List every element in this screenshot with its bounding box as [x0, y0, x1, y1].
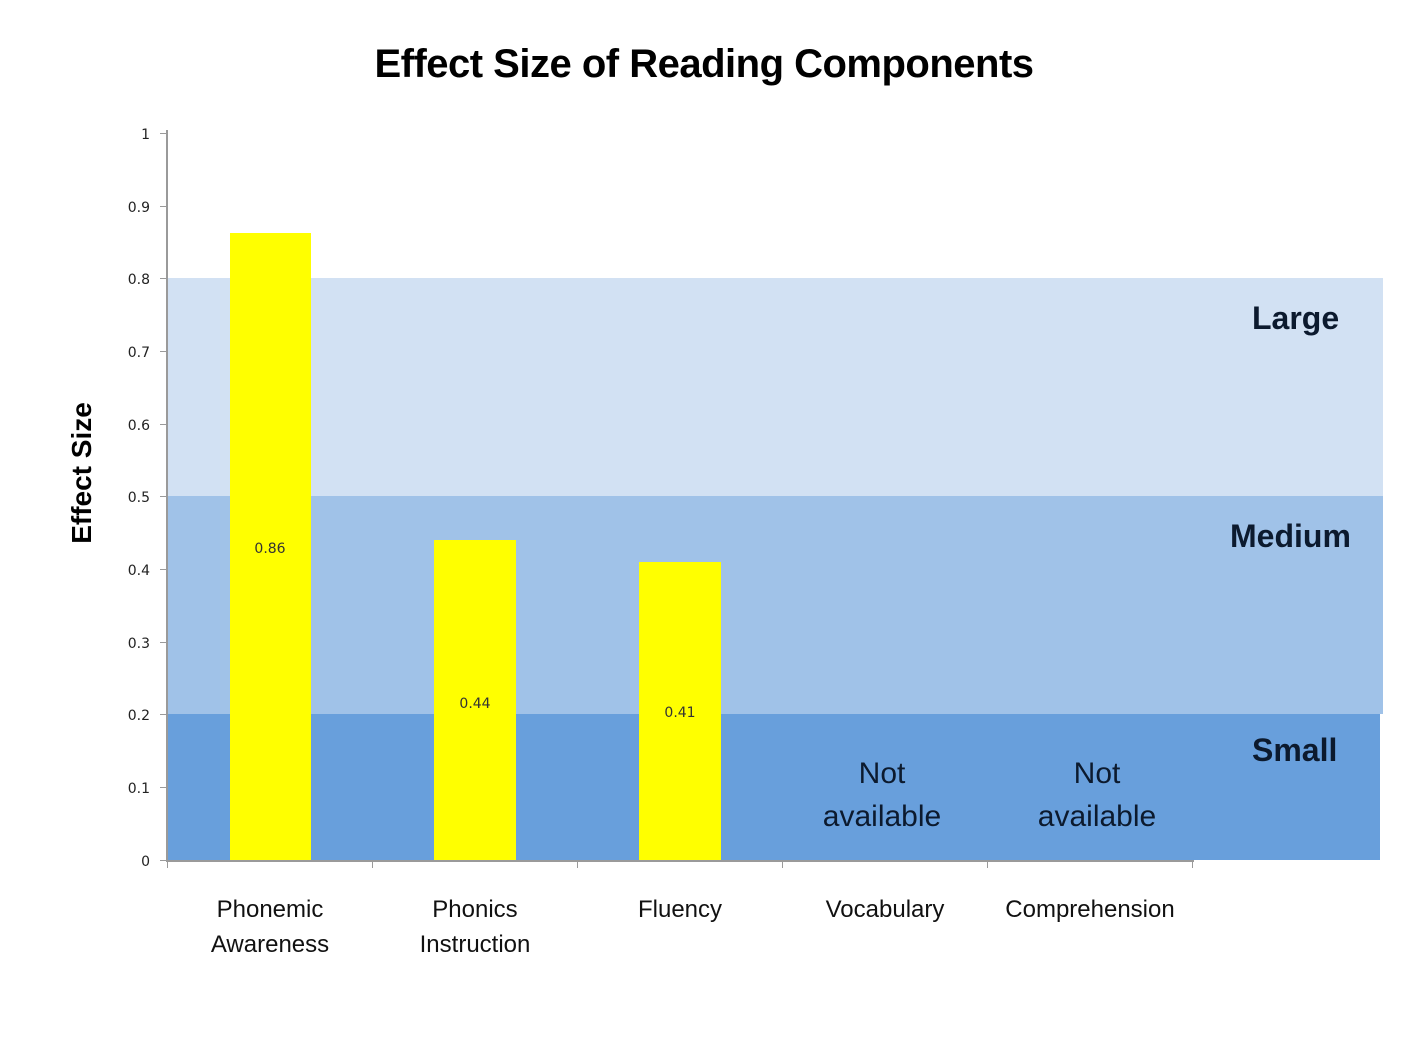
y-tick-label: 0.4: [127, 563, 150, 579]
category-label-phonics-instruction: Phonics Instruction: [420, 892, 531, 962]
x-tick: [1192, 860, 1193, 868]
x-tick: [167, 860, 168, 868]
y-tick-label: 0.8: [127, 272, 150, 288]
y-tick: [160, 496, 167, 497]
y-tick-label: 0: [141, 854, 150, 870]
category-label-phonemic-awareness: Phonemic Awareness: [211, 892, 329, 962]
x-tick: [577, 860, 578, 868]
band-small: [167, 714, 1380, 860]
bar-fluency: [639, 562, 721, 860]
category-label-line2: Instruction: [419, 931, 531, 958]
y-tick-label: 1: [141, 127, 150, 143]
band-label-small: Small: [1252, 732, 1338, 768]
y-tick: [160, 133, 167, 134]
category-label-line2: Awareness: [210, 931, 330, 958]
y-tick: [160, 860, 167, 861]
bar-phonemic-awareness: [230, 233, 311, 860]
y-tick-label: 0.2: [127, 708, 150, 724]
x-tick: [987, 860, 988, 868]
bar-value-phonemic-awareness: 0.86: [254, 541, 286, 557]
not-available-vocabulary: Not available: [823, 752, 941, 838]
chart-title: Effect Size of Reading Components: [374, 42, 1034, 86]
not-available-line1: Not: [858, 757, 906, 790]
category-label-line1: Fluency: [637, 896, 723, 923]
y-tick: [160, 206, 167, 207]
x-tick: [372, 860, 373, 868]
y-tick: [160, 642, 167, 643]
y-axis: [166, 130, 168, 862]
category-label-line1: Phonemic: [216, 896, 324, 923]
y-tick-label: 0.6: [127, 418, 150, 434]
y-tick-label: 0.9: [127, 200, 150, 216]
x-tick: [782, 860, 783, 868]
bar-phonics-instruction: [434, 540, 516, 860]
category-label-fluency: Fluency: [638, 892, 722, 927]
band-large: [167, 278, 1383, 496]
y-axis-label: Effect Size: [66, 402, 97, 544]
category-label-comprehension: Comprehension: [1005, 892, 1174, 927]
y-tick: [160, 787, 167, 788]
band-medium: [167, 496, 1383, 714]
not-available-comprehension: Not available: [1038, 752, 1156, 838]
y-tick: [160, 569, 167, 570]
not-available-line2: available: [822, 800, 942, 833]
x-axis: [166, 860, 1194, 862]
not-available-line2: available: [1037, 800, 1157, 833]
y-tick-label: 0.1: [127, 781, 150, 797]
y-tick-label: 0.5: [127, 490, 150, 506]
band-label-large: Large: [1252, 300, 1340, 336]
y-tick: [160, 351, 167, 352]
category-label-line1: Comprehension: [1005, 896, 1175, 923]
category-label-line1: Vocabulary: [825, 896, 945, 923]
y-tick: [160, 714, 167, 715]
category-label-vocabulary: Vocabulary: [826, 892, 945, 927]
y-tick-label: 0.7: [127, 345, 150, 361]
not-available-line1: Not: [1073, 757, 1121, 790]
y-tick: [160, 424, 167, 425]
band-label-medium: Medium: [1230, 518, 1351, 554]
y-tick: [160, 278, 167, 279]
category-label-line1: Phonics: [432, 896, 518, 923]
bar-value-phonics-instruction: 0.44: [459, 696, 491, 712]
y-tick-label: 0.3: [127, 636, 150, 652]
bar-value-fluency: 0.41: [664, 705, 696, 721]
